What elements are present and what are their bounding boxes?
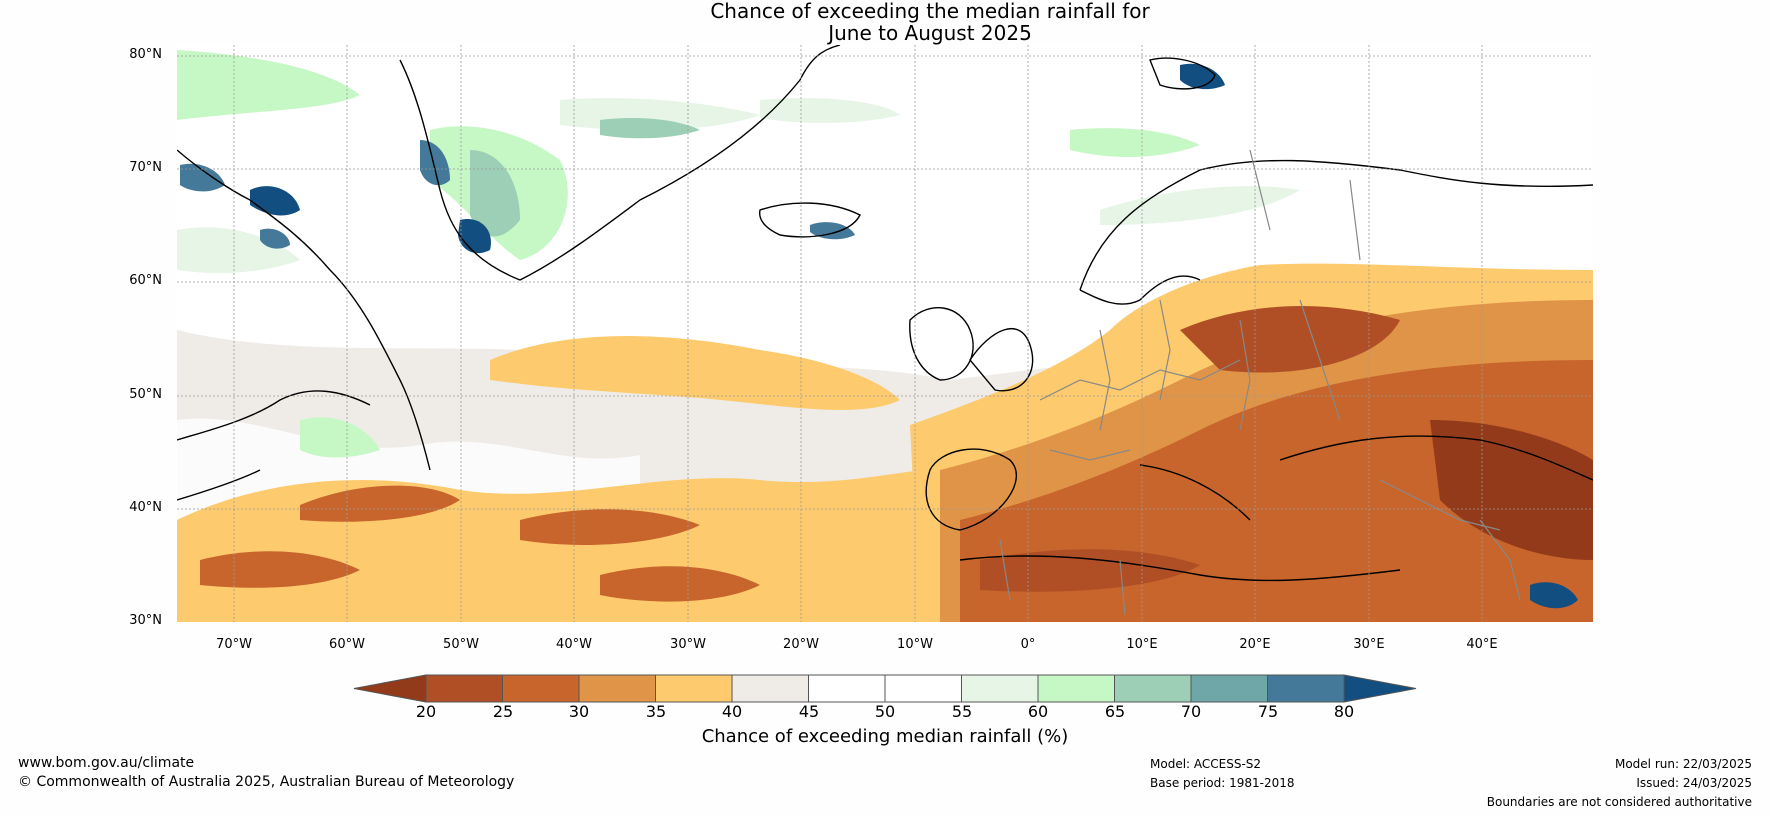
lon-label: 20°E <box>1239 637 1271 652</box>
blue-zone <box>420 140 450 186</box>
colorbar-tick: 45 <box>798 702 820 721</box>
brown-zone <box>520 509 700 545</box>
brown-zone <box>200 551 360 588</box>
blue-zone <box>180 163 225 192</box>
copyright-text: © Commonwealth of Australia 2025, Austra… <box>18 774 515 790</box>
lon-label: 0° <box>1020 637 1036 652</box>
lat-label: 50°N <box>129 387 162 402</box>
colorbar-segment <box>1037 674 1115 703</box>
colorbar-tick: 70 <box>1180 702 1202 721</box>
brown-zone <box>600 566 760 602</box>
lon-label: 10°E <box>1126 637 1158 652</box>
website-link[interactable]: www.bom.gov.au/climate <box>18 755 195 771</box>
green-zone <box>300 417 380 458</box>
colorbar-tick: 65 <box>1104 702 1126 721</box>
colorbar-segment <box>1114 674 1192 703</box>
colorbar-tick: 80 <box>1333 702 1355 721</box>
country-borders <box>999 149 1521 616</box>
graticule <box>177 45 1593 622</box>
map-title-line2: June to August 2025 <box>828 21 1032 45</box>
teal-zone <box>600 118 700 139</box>
lon-label: 30°W <box>670 637 706 652</box>
green-zone <box>177 227 300 273</box>
disclaimer-text: Boundaries are not considered authoritat… <box>1486 795 1752 809</box>
lon-label: 30°E <box>1353 637 1385 652</box>
colorbar-extend-low <box>353 674 427 703</box>
blue-zone <box>1530 582 1578 609</box>
lon-label: 20°W <box>783 637 819 652</box>
colorbar-segment <box>425 674 503 703</box>
green-zone <box>1070 128 1200 157</box>
colorbar-tick: 25 <box>492 702 514 721</box>
lon-label: 40°W <box>556 637 592 652</box>
issued-text: Issued: 24/03/2025 <box>1636 776 1752 790</box>
colorbar-tick: 50 <box>874 702 896 721</box>
brown-zone <box>1180 306 1400 373</box>
colorbar-segment <box>731 674 809 703</box>
lon-label: 60°W <box>329 637 365 652</box>
blue-zone <box>260 228 290 249</box>
brown-zone <box>980 549 1200 592</box>
colorbar-segment <box>578 674 656 703</box>
colorbar-tick: 30 <box>568 702 590 721</box>
green-zone <box>177 50 360 120</box>
teal-zone <box>470 150 520 237</box>
lat-label: 60°N <box>129 273 162 288</box>
colorbar-tick: 55 <box>951 702 973 721</box>
lat-label: 40°N <box>129 500 162 515</box>
blue-zone <box>1180 63 1225 90</box>
lon-label: 70°W <box>216 637 252 652</box>
model-run-text: Model run: 22/03/2025 <box>1614 757 1752 771</box>
lon-label: 50°W <box>443 637 479 652</box>
colorbar-tick: 40 <box>721 702 743 721</box>
green-zone <box>760 98 900 123</box>
model-text: Model: ACCESS-S2 <box>1150 757 1262 771</box>
colorbar-segment <box>1267 674 1345 703</box>
green-zone <box>1100 186 1300 225</box>
colorbar-segment <box>1190 674 1268 703</box>
base-period-text: Base period: 1981-2018 <box>1150 776 1295 790</box>
colorbar-label: Chance of exceeding median rainfall (%) <box>701 726 1069 747</box>
lat-label: 70°N <box>129 160 162 175</box>
map-title-line1: Chance of exceeding the median rainfall … <box>710 0 1150 23</box>
lon-label: 10°W <box>897 637 933 652</box>
colorbar-tick: 35 <box>645 702 667 721</box>
colorbar-segment <box>808 674 886 703</box>
lat-label: 30°N <box>129 613 162 628</box>
brown-zone <box>300 485 460 522</box>
colorbar-tick: 75 <box>1257 702 1279 721</box>
colorbar-segment <box>502 674 580 703</box>
lon-label: 40°E <box>1466 637 1498 652</box>
orange-zone <box>490 336 900 411</box>
blue-zone <box>250 186 300 216</box>
colorbar-extend-high <box>1343 674 1417 703</box>
colorbar-segment <box>655 674 733 703</box>
colorbar-segment <box>884 674 962 703</box>
colorbar-tick: 60 <box>1027 702 1049 721</box>
coastlines <box>177 45 1593 582</box>
brown-zone <box>1430 420 1593 560</box>
lat-label: 80°N <box>129 47 162 62</box>
colorbar-tick: 20 <box>415 702 437 721</box>
colorbar-segment <box>961 674 1039 703</box>
